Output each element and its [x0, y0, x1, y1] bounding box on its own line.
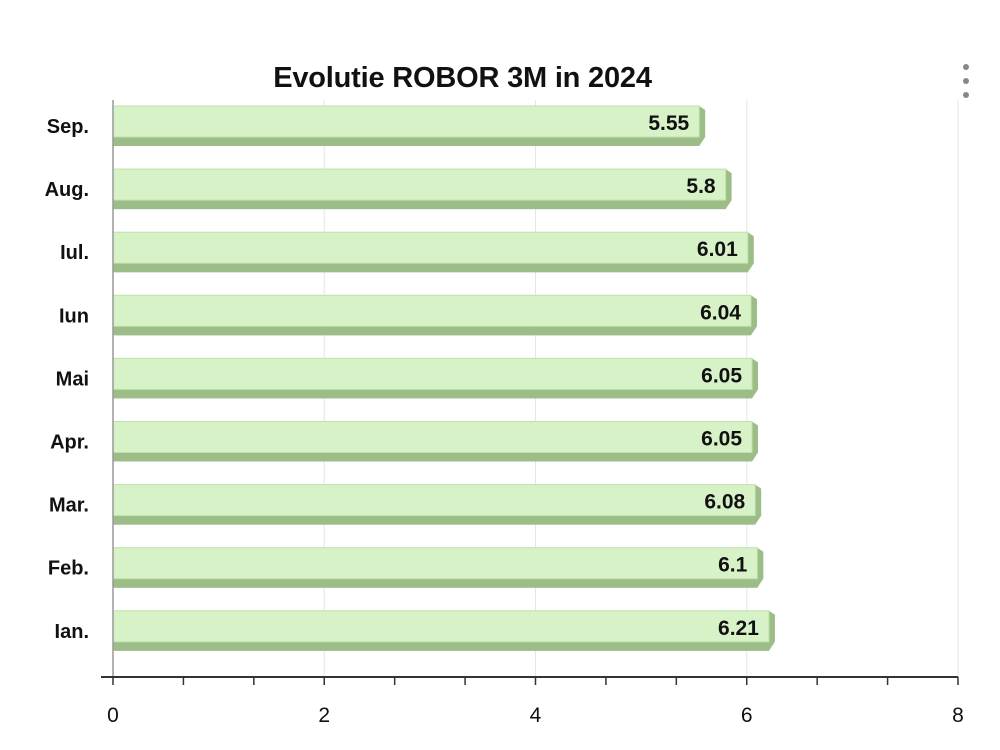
data-label: 6.05 [701, 428, 742, 451]
x-tick-label: 6 [741, 704, 753, 727]
category-label: Iun [59, 305, 89, 327]
x-axis: 0 2 4 6 8 [101, 100, 964, 727]
bar-bottom [113, 263, 748, 273]
bar-bottom [113, 641, 769, 651]
bar-group: 6.01 Iul. [60, 231, 754, 273]
bar-group: 6.21 Ian. [55, 610, 775, 651]
category-label: Feb. [48, 558, 89, 580]
data-label: 6.1 [718, 554, 748, 577]
data-label: 6.05 [701, 364, 742, 387]
bar[interactable] [112, 357, 753, 390]
category-label: Aug. [45, 179, 89, 201]
category-label: Ian. [55, 621, 89, 643]
chart-title: Evolutie ROBOR 3M in 2024 [273, 62, 652, 94]
bar[interactable] [112, 610, 770, 643]
bar-bottom [113, 389, 753, 399]
data-label: 6.01 [697, 238, 738, 261]
category-label: Mar. [49, 495, 89, 517]
data-label: 5.8 [686, 175, 716, 198]
category-label: Iul. [60, 242, 89, 264]
bar-group: 6.05 Mai [56, 357, 759, 399]
bar-group: 5.55 Sep. [47, 105, 706, 146]
x-tick-label: 8 [952, 704, 964, 727]
category-label: Apr. [50, 432, 89, 454]
x-tick-label: 0 [107, 704, 119, 727]
data-label: 5.55 [648, 112, 689, 135]
x-tick-label: 4 [530, 704, 542, 727]
bar-group: 6.08 Mar. [49, 484, 762, 525]
category-label: Mai [56, 368, 89, 390]
bar[interactable] [112, 168, 727, 201]
data-label: 6.04 [700, 301, 741, 324]
data-label: 6.21 [718, 617, 759, 640]
bar-group: 5.8 Aug. [45, 168, 732, 210]
bar[interactable] [112, 547, 758, 580]
data-label: 6.08 [704, 491, 745, 514]
bar[interactable] [112, 421, 753, 453]
x-tick-label: 2 [318, 704, 330, 727]
bar[interactable] [112, 484, 756, 517]
bar-group: 6.04 Iun [59, 294, 757, 336]
bar-group: 6.1 Feb. [48, 547, 764, 588]
bar-bottom [113, 578, 758, 588]
bar-bottom [113, 137, 700, 146]
bar-group: 6.05 Apr. [50, 421, 759, 462]
bar[interactable] [112, 294, 752, 327]
more-vertical-icon[interactable] [958, 62, 974, 100]
bar-bottom [113, 452, 753, 462]
bars: 5.55Sep.5.8Aug.6.01Iul.6.04Iun6.05Mai6.0… [45, 105, 775, 651]
bar[interactable] [112, 105, 700, 138]
bar-bottom [113, 200, 726, 210]
category-label: Sep. [47, 116, 89, 138]
bar-bottom [113, 326, 751, 336]
bar[interactable] [112, 231, 749, 264]
bar-bottom [113, 515, 756, 525]
